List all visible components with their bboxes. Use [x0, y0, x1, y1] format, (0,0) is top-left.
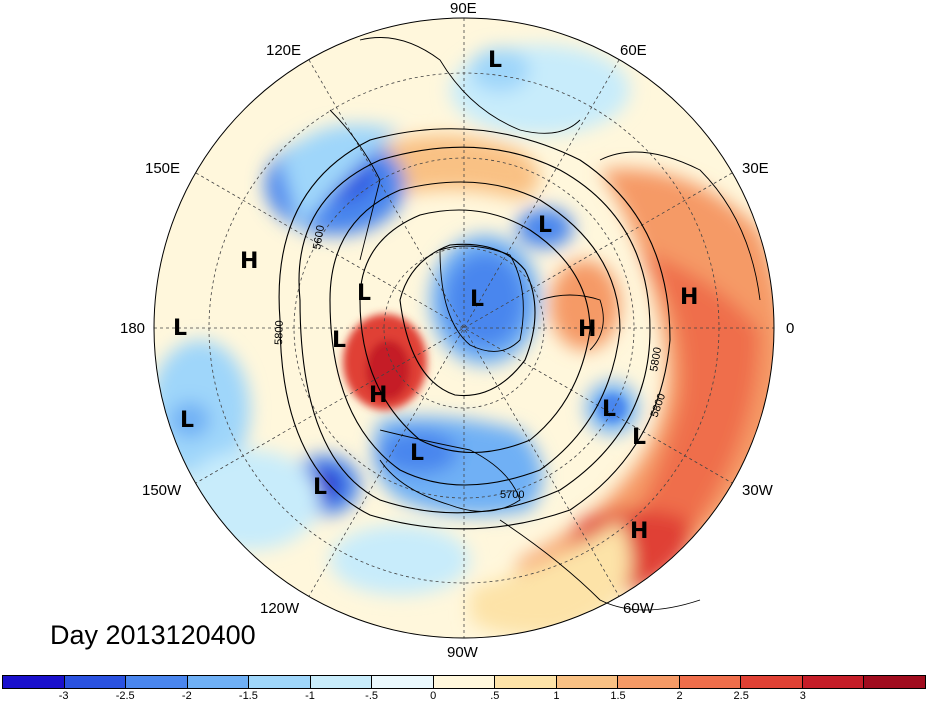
colorbar-swatch [864, 676, 925, 688]
colorbar-swatch [3, 676, 65, 688]
colorbar [2, 675, 926, 689]
colorbar-swatch [556, 676, 619, 688]
low-center: L [180, 408, 194, 433]
anomaly-field [154, 18, 774, 638]
colorbar-tick-label: -1.5 [238, 690, 258, 702]
colorbar-tick-label: -1 [305, 690, 315, 702]
lon-label-90w: 90W [447, 644, 478, 661]
colorbar-swatch [372, 676, 434, 688]
high-center: H [680, 285, 698, 310]
colorbar-swatch [64, 676, 127, 688]
colorbar-swatch [679, 676, 742, 688]
colorbar-tick-label: 2 [676, 690, 683, 702]
contour-label: 5600 [311, 224, 327, 250]
low-center: L [538, 213, 552, 238]
low-center: L [173, 316, 187, 341]
contour-label: 5800 [648, 346, 664, 372]
colorbar-swatch [618, 676, 680, 688]
low-center: L [357, 281, 371, 306]
colorbar-swatch [126, 676, 188, 688]
lon-label-30e: 30E [742, 160, 769, 177]
graticule [154, 18, 774, 638]
colorbar-tick-label: 1 [553, 690, 560, 702]
lon-label-30w: 30W [742, 482, 773, 499]
contour-label: 5700 [500, 489, 524, 501]
high-center: H [240, 249, 258, 274]
colorbar-tick-label: .5 [490, 690, 500, 702]
colorbar-swatch [802, 676, 865, 688]
colorbar-swatch [741, 676, 803, 688]
colorbar-swatch [495, 676, 557, 688]
low-center: L [632, 425, 646, 450]
low-center: L [602, 397, 616, 422]
lon-label-150e: 150E [145, 160, 181, 177]
high-center: H [630, 519, 648, 544]
colorbar-tick-label: 2.5 [733, 690, 749, 702]
colorbar-tick-label: -.5 [365, 690, 379, 702]
low-center: L [488, 48, 502, 73]
colorbar-tick-label: 1.5 [610, 690, 626, 702]
coastlines [329, 37, 761, 611]
contour-labels: 5600 5800 5800 5800 5700 [273, 224, 668, 501]
lon-label-60e: 60E [620, 42, 647, 59]
colorbar-swatch [310, 676, 373, 688]
low-center: L [313, 475, 327, 500]
colorbar-tick-label: 3 [799, 690, 806, 702]
colorbar-tick-label: -2.5 [115, 690, 135, 702]
colorbar-tick-label: -3 [58, 690, 69, 702]
lon-label-180: 180 [120, 320, 146, 337]
pressure-centers: H H H H H L L L L L L L L L L L [173, 48, 698, 544]
colorbar-tick-label: -2 [181, 690, 192, 702]
lon-label-90e: 90E [450, 0, 477, 17]
colorbar-tick-label: 0 [430, 690, 437, 702]
low-center: L [332, 328, 346, 353]
high-center: H [578, 317, 596, 342]
lon-label-60w: 60W [623, 600, 654, 617]
lon-label-120w: 120W [260, 600, 300, 617]
contour-label: 5800 [273, 320, 286, 345]
day-title: Day 2013120400 [50, 620, 256, 650]
high-center: H [369, 383, 387, 408]
map-boundary [153, 17, 775, 639]
lon-label-120e: 120E [266, 42, 302, 59]
colorbar-swatch [433, 676, 496, 688]
low-center: L [410, 441, 424, 466]
height-contours [278, 128, 671, 530]
colorbar-swatch [187, 676, 250, 688]
low-center: L [470, 287, 484, 312]
lon-label-0: 0 [786, 320, 795, 337]
colorbar-swatch [249, 676, 311, 688]
lon-label-150w: 150W [142, 482, 182, 499]
